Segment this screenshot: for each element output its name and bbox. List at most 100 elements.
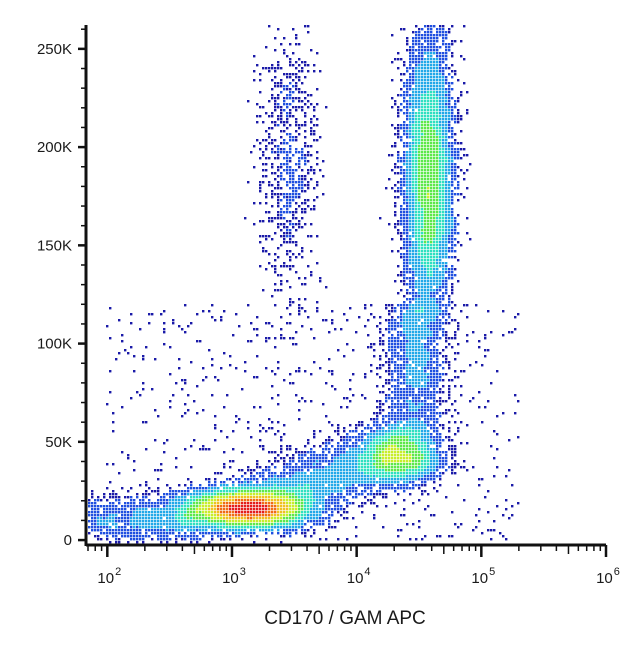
event-dot [433, 418, 436, 421]
event-dot [295, 106, 298, 109]
event-dot [265, 517, 268, 520]
event-dot [424, 433, 427, 436]
event-dot [304, 145, 307, 148]
event-dot [397, 106, 400, 109]
event-dot [241, 505, 244, 508]
event-dot [298, 160, 301, 163]
event-dot [409, 172, 412, 175]
event-dot [220, 526, 223, 529]
event-dot [445, 46, 448, 49]
event-dot [406, 100, 409, 103]
event-dot [220, 484, 223, 487]
event-dot [271, 184, 274, 187]
event-dot [418, 157, 421, 160]
event-dot [277, 226, 280, 229]
event-dot [427, 424, 430, 427]
event-dot [367, 439, 370, 442]
event-dot [412, 310, 415, 313]
event-dot [448, 103, 451, 106]
event-dot [412, 241, 415, 244]
event-dot [439, 97, 442, 100]
event-dot [424, 136, 427, 139]
event-dot [439, 184, 442, 187]
event-dot [274, 121, 277, 124]
event-dot [328, 526, 331, 529]
event-dot [337, 520, 340, 523]
event-dot [418, 40, 421, 43]
event-dot [352, 436, 355, 439]
event-dot [403, 232, 406, 235]
event-dot [412, 142, 415, 145]
event-dot [190, 505, 193, 508]
event-dot [262, 139, 265, 142]
event-dot [271, 472, 274, 475]
event-dot [445, 64, 448, 67]
event-dot [439, 139, 442, 142]
event-dot [442, 355, 445, 358]
event-dot [418, 241, 421, 244]
event-dot [208, 505, 211, 508]
event-dot [445, 91, 448, 94]
event-dot [409, 340, 412, 343]
event-dot [322, 484, 325, 487]
event-dot [292, 460, 295, 463]
event-dot [265, 250, 268, 253]
event-dot [265, 196, 268, 199]
event-dot [271, 121, 274, 124]
event-dot [391, 418, 394, 421]
event-dot [304, 502, 307, 505]
event-dot [310, 49, 313, 52]
event-dot [430, 241, 433, 244]
event-dot [409, 364, 412, 367]
event-dot [253, 166, 256, 169]
event-dot [442, 226, 445, 229]
event-dot [265, 157, 268, 160]
event-dot [454, 244, 457, 247]
event-dot [409, 97, 412, 100]
event-dot [424, 175, 427, 178]
event-dot [433, 394, 436, 397]
event-dot [442, 190, 445, 193]
event-dot [445, 292, 448, 295]
event-dot [433, 439, 436, 442]
event-dot [403, 97, 406, 100]
event-dot [253, 469, 256, 472]
event-dot [286, 514, 289, 517]
event-dot [217, 529, 220, 532]
event-dot [430, 64, 433, 67]
event-dot [415, 478, 418, 481]
event-dot [442, 463, 445, 466]
event-dot [394, 190, 397, 193]
event-dot [409, 409, 412, 412]
event-dot [454, 472, 457, 475]
event-dot [454, 409, 457, 412]
event-dot [292, 193, 295, 196]
event-dot [391, 397, 394, 400]
event-dot [391, 403, 394, 406]
event-dot [280, 172, 283, 175]
event-dot [391, 475, 394, 478]
event-dot [184, 490, 187, 493]
event-dot [283, 481, 286, 484]
event-dot [220, 520, 223, 523]
event-dot [394, 394, 397, 397]
event-dot [280, 82, 283, 85]
event-dot [394, 370, 397, 373]
event-dot [394, 163, 397, 166]
event-dot [277, 247, 280, 250]
event-dot [451, 169, 454, 172]
event-dot [373, 418, 376, 421]
event-dot [433, 373, 436, 376]
event-dot [298, 466, 301, 469]
event-dot [256, 508, 259, 511]
event-dot [268, 70, 271, 73]
event-dot [349, 493, 352, 496]
event-dot [397, 166, 400, 169]
event-dot [418, 151, 421, 154]
event-dot [292, 115, 295, 118]
event-dot [454, 187, 457, 190]
event-dot [181, 526, 184, 529]
event-dot [385, 475, 388, 478]
event-dot [295, 34, 298, 37]
event-dot [433, 274, 436, 277]
